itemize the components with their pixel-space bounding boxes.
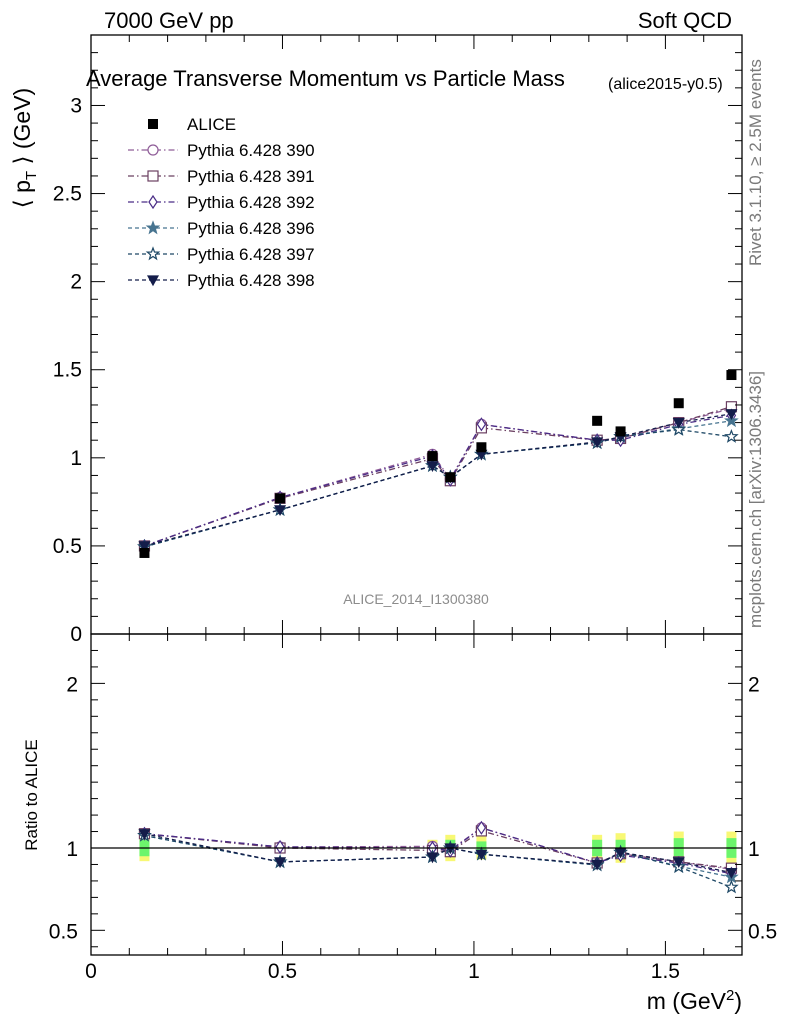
ratio-tick-label: 0.5 [49, 920, 78, 943]
data-point [427, 451, 438, 462]
series-line-ratio [144, 833, 732, 874]
y-tick-label: 0 [70, 623, 82, 646]
chart-subtitle: (alice2015-y0.5) [608, 76, 723, 93]
series-point [671, 421, 687, 436]
series-point [591, 437, 604, 449]
legend-label: Pythia 6.428 391 [187, 167, 315, 186]
series-line-main [144, 428, 732, 548]
ratio-tick-label: 2 [66, 673, 78, 696]
x-tick-label: 1.5 [651, 960, 680, 983]
data-point [615, 426, 626, 437]
ratio-point [672, 857, 685, 869]
series-line-ratio [144, 834, 732, 888]
x-tick-label: 0 [85, 960, 97, 983]
ratio-point [475, 849, 488, 861]
legend-label: Pythia 6.428 396 [187, 219, 315, 238]
x-tick-label: 0.5 [268, 960, 297, 983]
y-tick-label: 1 [70, 447, 82, 470]
data-point [673, 398, 684, 409]
legend: ALICE Pythia 6.428 390 Pythia 6.428 391 Pyt… [128, 115, 315, 290]
ratio-tick-label-right: 0.5 [748, 920, 777, 943]
ratio-tick-label: 1 [66, 838, 78, 861]
series-point [476, 417, 487, 432]
svg-text:m (GeV2): m (GeV2) [647, 987, 742, 1014]
svg-text:⟨ pT ⟩ (GeV): ⟨ pT ⟩ (GeV) [9, 88, 40, 208]
svg-text:Ratio to ALICE: Ratio to ALICE [22, 739, 41, 851]
watermark: ALICE_2014_I1300380 [343, 591, 489, 607]
header-left: 7000 GeV pp [104, 8, 234, 33]
ratio-point [476, 820, 487, 835]
x-axis-label: m (GeV2) [647, 987, 742, 1014]
ratio-point [725, 868, 738, 879]
legend-marker [147, 144, 159, 156]
data-point [592, 415, 603, 426]
legend-marker [145, 246, 161, 261]
axes [90, 34, 743, 956]
series-point [274, 505, 287, 517]
legend-label: Pythia 6.428 390 [187, 141, 315, 160]
legend-label: Pythia 6.428 398 [187, 271, 315, 290]
legend-label: Pythia 6.428 397 [187, 245, 315, 264]
series-point [724, 413, 739, 428]
y-tick-label: 3 [70, 94, 82, 117]
series-point [672, 417, 685, 429]
header-right: Soft QCD [637, 8, 732, 33]
series-point [138, 541, 151, 553]
data-point [445, 472, 456, 483]
ratio-point [275, 839, 285, 855]
data-point [275, 493, 286, 504]
series-line-main [144, 420, 732, 548]
series-point [426, 461, 439, 472]
tick-labels: 0.5 1 1.5 2 2.5 3 0 0.5 0.5 1 1 2 2 0 0.5 1 1.5 [49, 94, 777, 983]
series-line-main [144, 406, 732, 547]
x-tick-label: 1 [468, 960, 480, 983]
y-tick-label: 2.5 [53, 183, 82, 206]
y-tick-label: 1.5 [53, 359, 82, 382]
series-line-main [144, 414, 732, 547]
ratio-point [426, 852, 439, 864]
series-point [724, 429, 739, 443]
data-point [476, 442, 487, 453]
legend-marker [148, 119, 158, 129]
ratio-point [138, 829, 151, 840]
ratio-tick-label-right: 1 [748, 838, 760, 861]
ratio-point [591, 859, 604, 871]
legend-marker [146, 275, 160, 287]
ratio-point [274, 857, 287, 869]
data-point [726, 370, 737, 381]
legend-marker [147, 170, 159, 182]
ratio-axis-label: Ratio to ALICE [22, 739, 41, 851]
legend-label: ALICE [187, 115, 236, 134]
ratio-tick-label-right: 2 [748, 673, 760, 696]
y-axis-label: ⟨ pT ⟩ (GeV) [9, 88, 40, 208]
series-line-ratio [144, 827, 732, 875]
legend-label: Pythia 6.428 392 [187, 193, 315, 212]
series-markers [137, 370, 739, 894]
ratio-point [724, 879, 739, 894]
series-lines [144, 406, 732, 888]
y-tick-label: 2 [70, 271, 82, 294]
y-tick-label: 0.5 [53, 535, 82, 558]
series-line-ratio [144, 830, 732, 869]
data-point [139, 547, 150, 558]
series-line-main [144, 407, 732, 547]
legend-marker [148, 194, 158, 210]
ratio-frame [90, 633, 743, 956]
legend-marker [145, 220, 161, 235]
series-point [725, 409, 738, 421]
chart-title: Average Transverse Momentum vs Particle … [86, 66, 565, 91]
